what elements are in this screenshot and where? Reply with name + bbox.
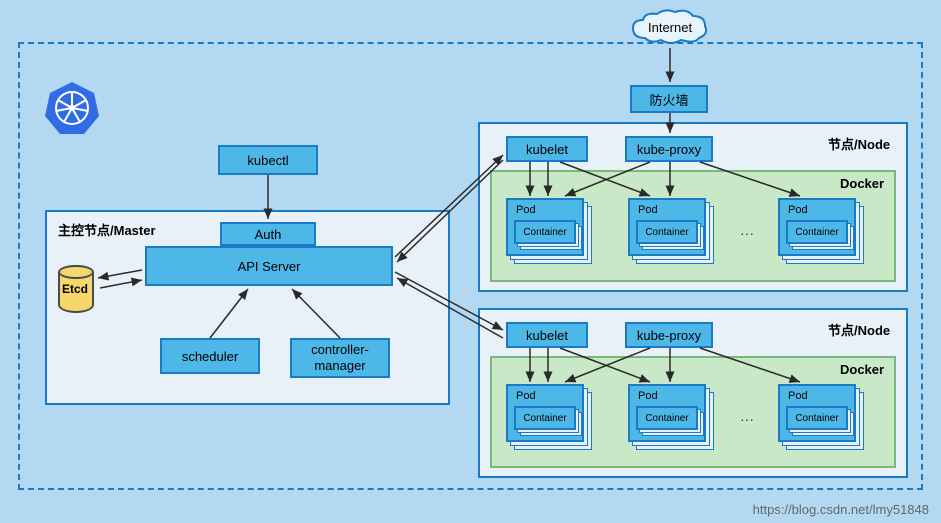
node2-label: 节点/Node [828, 320, 890, 339]
node1-label: 节点/Node [828, 134, 890, 153]
firewall-box: 防火墙 [630, 85, 708, 113]
api-server-box: API Server [145, 246, 393, 286]
node2-kube-proxy-box: kube-proxy [625, 322, 713, 348]
watermark-text: https://blog.csdn.net/lmy51848 [753, 502, 929, 517]
internet-label: Internet [648, 20, 692, 35]
node2-kubelet-box: kubelet [506, 322, 588, 348]
node2-ellipsis: ··· [740, 411, 754, 427]
etcd-label: Etcd [62, 282, 88, 296]
node2-docker-label: Docker [840, 362, 884, 377]
kubectl-box: kubectl [218, 145, 318, 175]
controller-manager-box: controller- manager [290, 338, 390, 378]
node1-kube-proxy-box: kube-proxy [625, 136, 713, 162]
node1-docker-label: Docker [840, 176, 884, 191]
node1-ellipsis: ··· [740, 225, 754, 241]
scheduler-box: scheduler [160, 338, 260, 374]
auth-box: Auth [220, 222, 316, 246]
master-label: 主控节点/Master [58, 220, 156, 239]
node1-kubelet-box: kubelet [506, 136, 588, 162]
kubernetes-logo-icon [42, 78, 102, 138]
